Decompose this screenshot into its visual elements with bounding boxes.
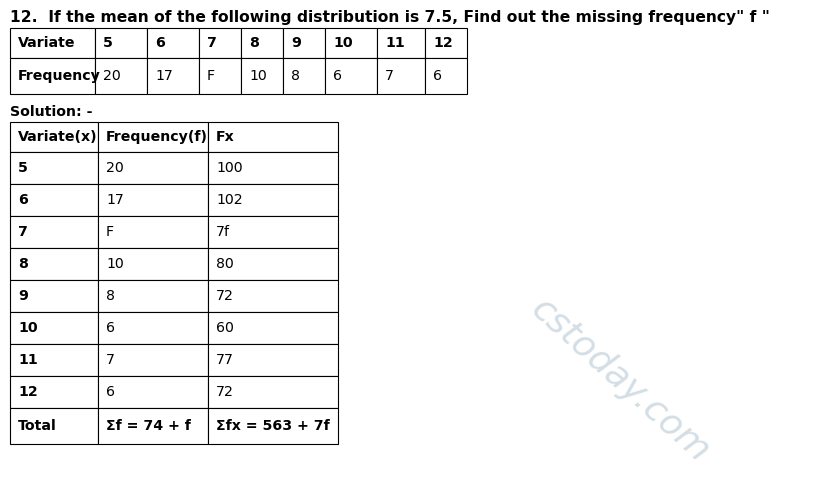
Text: 6: 6 [155,36,165,50]
Bar [10,280,98,312]
Bar [10,28,95,58]
Text: 60: 60 [216,321,234,335]
Text: 7f: 7f [216,225,230,239]
Text: 102: 102 [216,193,243,207]
Text: 12.  If the mean of the following distribution is 7.5, Find out the missing freq: 12. If the mean of the following distrib… [10,10,770,25]
Bar [10,408,98,444]
Text: 7: 7 [385,69,394,83]
Text: 12: 12 [18,385,38,399]
Text: Σf = 74 + f: Σf = 74 + f [106,419,191,433]
Bar [10,312,98,344]
Bar [10,184,98,216]
Text: F: F [207,69,215,83]
Bar [208,248,338,280]
Bar [208,122,338,152]
Text: 9: 9 [18,289,28,303]
Bar [10,152,98,184]
Text: 5: 5 [103,36,113,50]
Bar [147,28,199,58]
Text: 80: 80 [216,257,234,271]
Bar [10,248,98,280]
Bar [208,408,338,444]
Text: 17: 17 [155,69,173,83]
Text: 6: 6 [106,321,115,335]
Bar [10,216,98,248]
Text: 8: 8 [18,257,28,271]
Bar [147,58,199,94]
Text: 10: 10 [18,321,38,335]
Text: 12: 12 [433,36,452,50]
Text: Frequency(f): Frequency(f) [106,130,208,144]
Bar [98,184,208,216]
Text: 20: 20 [106,161,124,175]
Bar [98,122,208,152]
Text: 17: 17 [106,193,124,207]
Text: 72: 72 [216,289,234,303]
Text: 6: 6 [106,385,115,399]
Text: 8: 8 [106,289,115,303]
Text: cstoday.com: cstoday.com [524,291,716,469]
Text: Fx: Fx [216,130,235,144]
Bar [10,58,95,94]
Text: 7: 7 [207,36,217,50]
Bar [98,376,208,408]
Bar [377,58,425,94]
Text: Frequency: Frequency [18,69,101,83]
Text: 5: 5 [18,161,28,175]
Bar [10,122,98,152]
Text: 20: 20 [103,69,121,83]
Bar [199,28,241,58]
Text: 10: 10 [333,36,353,50]
Text: 11: 11 [18,353,38,367]
Bar [199,58,241,94]
Bar [208,280,338,312]
Text: 6: 6 [333,69,342,83]
Bar [98,408,208,444]
Bar [10,376,98,408]
Text: 10: 10 [106,257,124,271]
Bar [98,152,208,184]
Text: Σfx = 563 + 7f: Σfx = 563 + 7f [216,419,330,433]
Text: 11: 11 [385,36,405,50]
Text: 7: 7 [106,353,115,367]
Bar [98,248,208,280]
Text: 6: 6 [433,69,442,83]
Bar [208,312,338,344]
Text: 100: 100 [216,161,243,175]
Bar [325,28,377,58]
Bar [208,376,338,408]
Text: 8: 8 [249,36,258,50]
Text: 7: 7 [18,225,28,239]
Text: Solution: -: Solution: - [10,105,92,119]
Bar [95,28,147,58]
Bar [208,152,338,184]
Bar [325,58,377,94]
Text: Variate(x): Variate(x) [18,130,97,144]
Bar [98,312,208,344]
Text: 6: 6 [18,193,28,207]
Text: 8: 8 [291,69,300,83]
Bar [241,28,283,58]
Bar [208,216,338,248]
Text: Variate: Variate [18,36,75,50]
Bar [98,280,208,312]
Text: 77: 77 [216,353,234,367]
Bar [208,344,338,376]
Bar [98,344,208,376]
Bar [241,58,283,94]
Bar [425,28,467,58]
Text: 10: 10 [249,69,267,83]
Bar [10,344,98,376]
Text: 9: 9 [291,36,301,50]
Bar [425,58,467,94]
Text: F: F [106,225,114,239]
Text: 72: 72 [216,385,234,399]
Text: Total: Total [18,419,56,433]
Bar [283,28,325,58]
Bar [95,58,147,94]
Bar [98,216,208,248]
Bar [377,28,425,58]
Bar [208,184,338,216]
Bar [283,58,325,94]
